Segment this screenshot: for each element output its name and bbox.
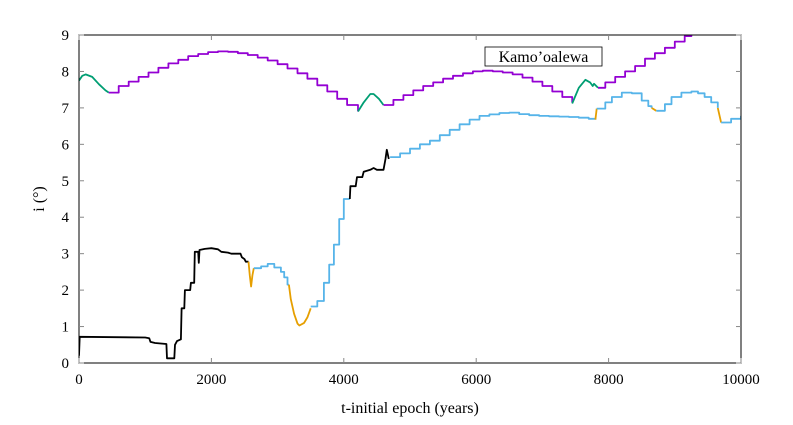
series-segment-green — [357, 93, 385, 112]
series-segment-blue — [721, 115, 741, 124]
series-group — [79, 35, 741, 360]
y-tick-label: 4 — [62, 210, 70, 226]
series-segment-orange — [716, 107, 722, 123]
x-tick-label: 8000 — [594, 372, 624, 388]
y-tick-label: 2 — [62, 283, 70, 299]
series-segment-blue — [253, 262, 289, 286]
y-tick-label: 5 — [62, 174, 70, 190]
series-segment-orange — [288, 284, 312, 327]
x-tick-label: 2000 — [196, 372, 226, 388]
y-tick-label: 3 — [62, 247, 70, 263]
series-segment-black — [348, 148, 390, 200]
series-segment-purple — [108, 50, 359, 112]
y-tick-label: 0 — [62, 356, 70, 372]
series-segment-blue — [310, 198, 350, 308]
series-segment-purple — [598, 35, 693, 89]
x-axis: 0 2000 4000 6000 8000 10000 — [75, 35, 760, 388]
y-axis: 0 1 2 3 4 5 6 7 8 9 — [62, 28, 741, 372]
series-segment-blue — [390, 111, 597, 159]
series-segment-green — [571, 78, 599, 104]
series-segment-blue — [656, 90, 719, 112]
legend-label: Kamo’oalewa — [499, 49, 589, 66]
x-tick-label: 0 — [75, 372, 83, 388]
series-segment-orange — [247, 261, 255, 288]
y-tick-label: 1 — [62, 320, 70, 336]
legend-box: Kamo’oalewa — [484, 46, 603, 67]
series-segment-blue — [596, 91, 653, 110]
series-segment-orange — [594, 108, 598, 120]
x-tick-label: 10000 — [722, 372, 760, 388]
y-tick-label: 7 — [62, 101, 70, 117]
x-tick-label: 4000 — [329, 372, 359, 388]
y-tick-label: 9 — [62, 28, 70, 44]
y-tick-label: 6 — [62, 137, 70, 153]
series-segment-purple — [383, 69, 574, 106]
series-segment-black — [79, 247, 249, 360]
plot-frame — [78, 34, 742, 364]
x-axis-label: t-initial epoch (years) — [341, 400, 479, 417]
series-segment-green — [79, 73, 110, 94]
series-segment-orange — [651, 107, 657, 112]
x-tick-label: 6000 — [461, 372, 491, 388]
y-tick-label: 8 — [62, 64, 70, 80]
y-axis-label: i (°) — [31, 186, 48, 212]
